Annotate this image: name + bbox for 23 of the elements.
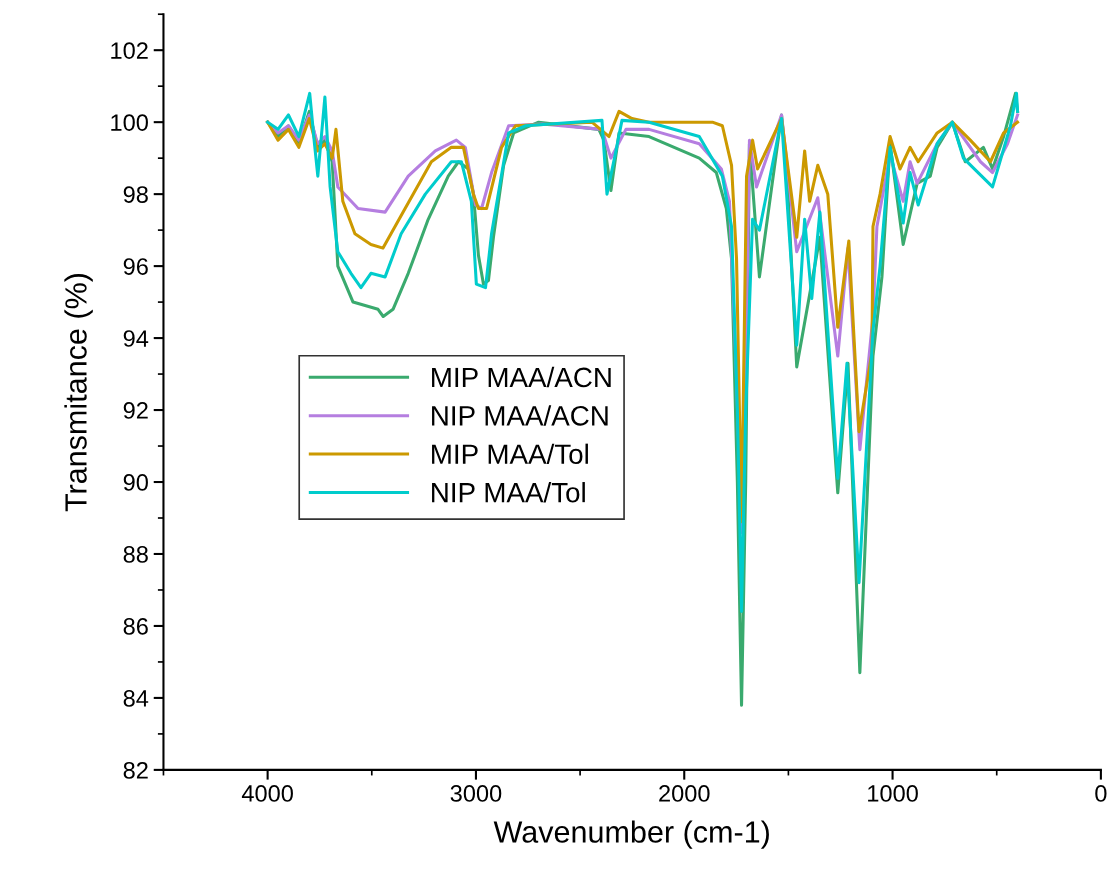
y-tick-label: 88 (123, 546, 148, 563)
x-tick-label: 2000 (659, 785, 710, 802)
x-axis-title: Wavenumber (cm-1) (493, 820, 769, 849)
legend-label: NIP MAA/ACN (432, 405, 608, 426)
x-tick-label: 4000 (241, 785, 293, 802)
legend-label: NIP MAA/Tol (432, 482, 585, 503)
y-tick-label: 92 (123, 402, 148, 419)
y-tick-label: 102 (111, 42, 148, 59)
y-tick-label: 86 (123, 618, 148, 635)
y-axis-title: Transmitance (%) (64, 273, 93, 512)
legend-label: MIP MAA/Tol (432, 443, 588, 465)
x-tick-label: 1000 (868, 785, 918, 802)
y-tick-label: 82 (123, 761, 148, 779)
x-tick-label: 0 (1095, 785, 1107, 802)
y-tick-label: 98 (123, 186, 148, 203)
legend-label: MIP MAA/ACN (432, 366, 611, 388)
y-tick-label: 96 (123, 258, 148, 275)
y-tick-label: 90 (123, 474, 148, 491)
y-tick-label: 84 (123, 689, 149, 707)
line-series (266, 91, 1020, 614)
x-tick-label: 3000 (450, 785, 502, 802)
y-tick-label: 94 (123, 330, 149, 347)
y-tick-label: 100 (111, 114, 148, 131)
